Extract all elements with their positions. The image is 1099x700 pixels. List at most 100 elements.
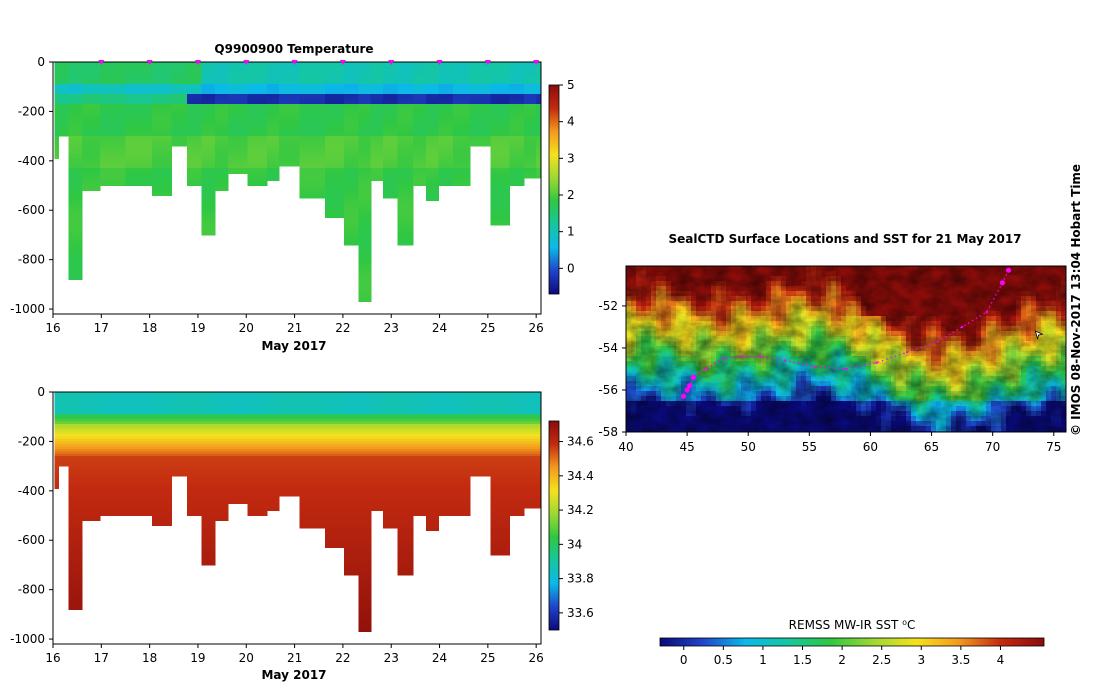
section-cell <box>68 582 83 586</box>
section-cell <box>358 513 372 517</box>
section-cell <box>171 399 188 403</box>
section-cell <box>100 168 127 172</box>
section-cell <box>299 396 326 401</box>
section-cell <box>509 401 525 405</box>
section-cell <box>324 518 345 522</box>
section-cell <box>247 71 268 75</box>
section-cell <box>344 185 360 189</box>
section-cell <box>490 89 511 93</box>
section-cell <box>247 399 268 403</box>
section-cell <box>100 175 127 179</box>
section-cell <box>524 165 537 169</box>
section-cell <box>536 466 541 470</box>
section-cell <box>452 138 471 142</box>
section-cell <box>54 458 60 462</box>
section-cell <box>247 123 268 127</box>
section-cell <box>152 515 172 519</box>
section-cell <box>299 138 326 142</box>
section-cell <box>68 150 83 155</box>
section-cell <box>490 104 511 108</box>
section-cell <box>266 478 280 482</box>
section-cell <box>100 424 127 428</box>
section-cell <box>490 500 511 504</box>
section-cell <box>171 126 188 130</box>
section-cell <box>412 404 427 408</box>
section-cell <box>324 409 345 413</box>
section-cell <box>214 79 229 83</box>
section-cell <box>100 121 127 125</box>
section-cell <box>452 424 471 428</box>
section-cell <box>452 79 471 83</box>
section-cell <box>266 133 280 137</box>
section-cell <box>358 118 372 122</box>
section-cell <box>68 456 83 460</box>
section-cell <box>344 547 360 551</box>
section-cell <box>370 91 384 95</box>
section-cell <box>152 483 172 487</box>
section-cell <box>171 419 188 423</box>
section-cell <box>397 530 414 534</box>
section-cell <box>469 62 491 66</box>
section-cell <box>536 471 541 475</box>
section-cell <box>125 490 153 494</box>
section-cell <box>278 106 301 110</box>
section-cell <box>58 446 70 450</box>
section-cell <box>524 74 537 78</box>
section-cell <box>100 81 127 85</box>
profile-time-marker <box>436 60 443 65</box>
section-cell <box>524 101 537 105</box>
section-cell <box>370 490 384 494</box>
section-cell <box>358 443 372 447</box>
section-cell <box>382 409 398 413</box>
section-cell <box>100 488 127 492</box>
section-cell <box>490 547 511 551</box>
section-cell <box>81 473 101 477</box>
section-cell <box>358 480 372 485</box>
section-cell <box>397 406 414 410</box>
section-cell <box>81 490 101 494</box>
section-cell <box>370 74 384 78</box>
section-cell <box>187 79 203 83</box>
section-cell <box>201 552 216 556</box>
section-cell <box>68 493 83 497</box>
section-cell <box>228 163 249 167</box>
section-cell <box>452 96 471 100</box>
section-cell <box>358 71 372 75</box>
section-cell <box>358 131 372 135</box>
section-cell <box>247 146 268 150</box>
section-cell <box>426 471 439 475</box>
section-cell <box>228 498 249 502</box>
section-cell <box>370 173 384 177</box>
section-cell <box>214 480 229 485</box>
section-cell <box>247 411 268 415</box>
section-cell <box>201 163 216 167</box>
section-cell <box>214 133 229 137</box>
section-cell <box>344 520 360 524</box>
section-cell <box>358 448 372 452</box>
section-cell <box>426 411 439 415</box>
section-cell <box>358 128 372 132</box>
section-cell <box>247 438 268 443</box>
section-cell <box>438 441 454 445</box>
section-cell <box>426 461 439 465</box>
section-cell <box>228 91 249 95</box>
section-cell <box>370 108 384 113</box>
section-cell <box>247 153 268 157</box>
section-cell <box>68 111 83 115</box>
section-cell <box>214 146 229 150</box>
section-cell <box>247 96 268 100</box>
section-cell <box>412 170 427 174</box>
section-cell <box>452 446 471 450</box>
section-cell <box>490 416 511 420</box>
section-cell <box>201 419 216 423</box>
section-cell <box>125 74 153 78</box>
section-cell <box>382 74 398 78</box>
section-cell <box>152 468 172 472</box>
section-cell <box>54 106 60 110</box>
section-cell <box>54 150 60 155</box>
section-cell <box>412 490 427 494</box>
section-cell <box>152 396 172 401</box>
section-cell <box>344 564 360 569</box>
section-cell <box>152 163 172 167</box>
section-cell <box>426 392 439 396</box>
